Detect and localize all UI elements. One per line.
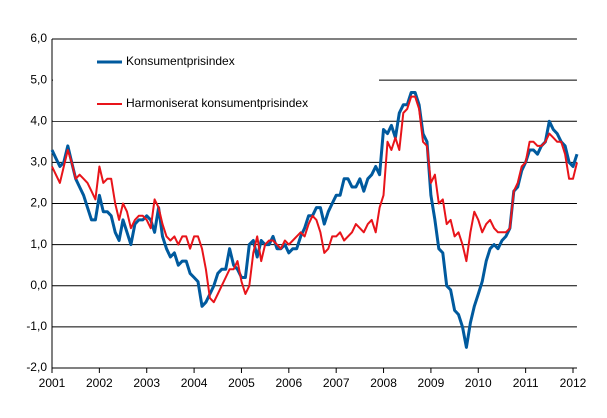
- y-tick-label: 5,0: [30, 72, 47, 86]
- legend-label: Harmoniserat konsumentprisindex: [126, 96, 308, 110]
- legend-label: Konsumentprisindex: [126, 54, 235, 68]
- y-tick-label: 6,0: [30, 31, 47, 45]
- legend-background: [53, 45, 379, 121]
- series-line: [51, 95, 578, 304]
- x-tick-label: 2007: [323, 376, 350, 390]
- x-tick-label: 2011: [513, 376, 539, 390]
- x-tick-label: 2008: [370, 376, 397, 390]
- x-tick-label: 2009: [418, 376, 445, 390]
- x-tick-label: 2005: [228, 376, 255, 390]
- x-tick-label: 2001: [39, 376, 66, 390]
- y-tick-label: 0,0: [30, 278, 47, 292]
- x-tick-label: 2004: [181, 376, 208, 390]
- y-tick-label: 3,0: [30, 155, 47, 169]
- y-tick-label: 1,0: [30, 237, 47, 251]
- y-tick-label: -1,0: [26, 319, 47, 333]
- x-tick-label: 2003: [133, 376, 160, 390]
- y-tick-label: 2,0: [30, 196, 47, 210]
- x-tick-label: 2006: [275, 376, 302, 390]
- x-tick-label: 2012: [560, 376, 587, 390]
- x-tick-label: 2010: [465, 376, 492, 390]
- y-tick-label: 4,0: [30, 113, 47, 127]
- y-tick-label: -2,0: [26, 360, 47, 374]
- series-line: [50, 91, 579, 349]
- x-tick-label: 2002: [86, 376, 113, 390]
